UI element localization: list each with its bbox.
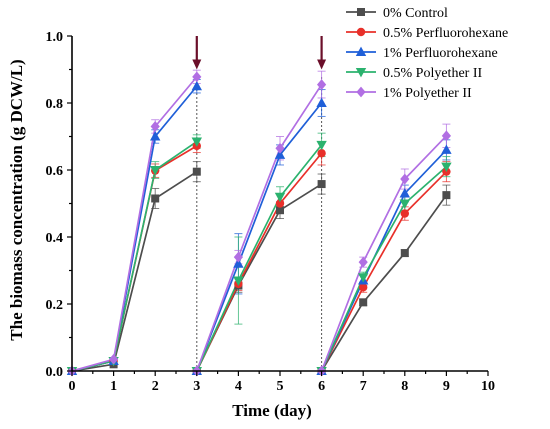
x-tick-label: 8	[401, 379, 408, 394]
data-point	[316, 140, 327, 151]
data-point	[317, 180, 326, 189]
data-point	[274, 192, 286, 203]
data-point	[400, 209, 409, 218]
legend-marker	[357, 8, 365, 16]
series-line	[196, 152, 323, 372]
legend: 0% Control 0.5% Perfluorohexane 1% Perfluo…	[346, 6, 508, 101]
legend-label: 0.5% Perfluorohexane	[383, 26, 508, 41]
y-tick-label: 0.6	[46, 164, 64, 179]
y-tick-label: 0.4	[46, 231, 64, 246]
x-tick-label: 10	[481, 379, 495, 394]
data-point	[441, 144, 452, 154]
x-tick-label: 4	[235, 379, 242, 394]
data-point	[150, 131, 161, 141]
data-point	[275, 199, 285, 208]
legend-label: 0% Control	[383, 6, 448, 21]
data-point	[399, 188, 410, 198]
x-tick-label: 3	[193, 379, 200, 394]
x-tick-label: 9	[443, 379, 450, 394]
data-point	[358, 273, 369, 283]
x-tick-label: 7	[360, 379, 367, 394]
series-line	[196, 144, 323, 372]
data-point	[442, 191, 451, 200]
error-bars	[68, 69, 451, 374]
x-tick-label: 5	[277, 379, 284, 394]
data-point	[441, 130, 451, 142]
data-point	[150, 121, 160, 132]
data-point	[317, 149, 326, 158]
legend-marker	[355, 46, 367, 56]
legend-marker	[356, 86, 366, 98]
data-point	[233, 276, 244, 286]
data-point	[441, 162, 452, 173]
legend-label: 0.5% Polyether II	[383, 66, 482, 81]
arrow-head	[192, 59, 202, 70]
data-point	[150, 166, 161, 176]
y-tick-label: 1.0	[46, 30, 64, 45]
x-tick-label: 0	[69, 379, 76, 394]
y-axis-label: The biomass concentration (g DCW/L)	[7, 59, 26, 340]
series-line	[71, 140, 198, 372]
data-point	[317, 79, 327, 90]
data-point	[192, 167, 201, 176]
data-point	[316, 97, 327, 107]
tick-labels: 0 1 2 3 4 5 6 7 8 9 10 0.0 0.2 0.4 0.6 0.8 1.0	[46, 30, 496, 394]
series-line	[196, 183, 323, 372]
data-point	[191, 80, 202, 91]
data-point	[109, 353, 119, 365]
data-point	[359, 298, 368, 307]
data-point	[358, 256, 368, 268]
x-tick-label: 2	[152, 379, 159, 394]
series-line	[71, 170, 198, 372]
data-point	[192, 71, 202, 83]
feeding-arrows	[192, 36, 327, 70]
series-line	[320, 135, 448, 372]
series-line	[71, 85, 198, 372]
series-line	[320, 166, 447, 372]
y-tick-label: 0.2	[46, 298, 64, 313]
legend-marker	[356, 27, 366, 37]
series-line	[320, 194, 448, 372]
data-point	[233, 258, 244, 268]
legend-label: 1% Polyether II	[383, 86, 472, 101]
data-point	[275, 142, 285, 154]
series-line	[320, 171, 448, 372]
series-line	[196, 102, 323, 372]
reference-lines	[196, 76, 323, 371]
x-tick-label: 6	[318, 379, 325, 394]
series-lines	[71, 76, 448, 372]
y-tick-label: 0.0	[46, 365, 64, 380]
axes	[67, 35, 489, 376]
legend-marker	[355, 68, 367, 78]
data-point	[276, 206, 284, 215]
data-point	[191, 137, 202, 147]
data-point	[359, 283, 368, 292]
series-line	[71, 145, 198, 372]
data-point	[274, 149, 286, 159]
series-line	[71, 76, 198, 372]
x-axis-label: Time (day)	[232, 401, 312, 420]
data-point	[399, 199, 410, 209]
series-line	[196, 84, 323, 372]
data-point	[151, 194, 160, 203]
legend-label: 1% Perfluorohexane	[383, 46, 498, 61]
y-tick-label: 0.8	[46, 97, 64, 112]
x-tick-label: 1	[110, 379, 117, 394]
arrow-head	[317, 59, 327, 70]
data-point	[233, 251, 243, 263]
data-point	[400, 173, 410, 185]
data-point	[400, 249, 409, 258]
